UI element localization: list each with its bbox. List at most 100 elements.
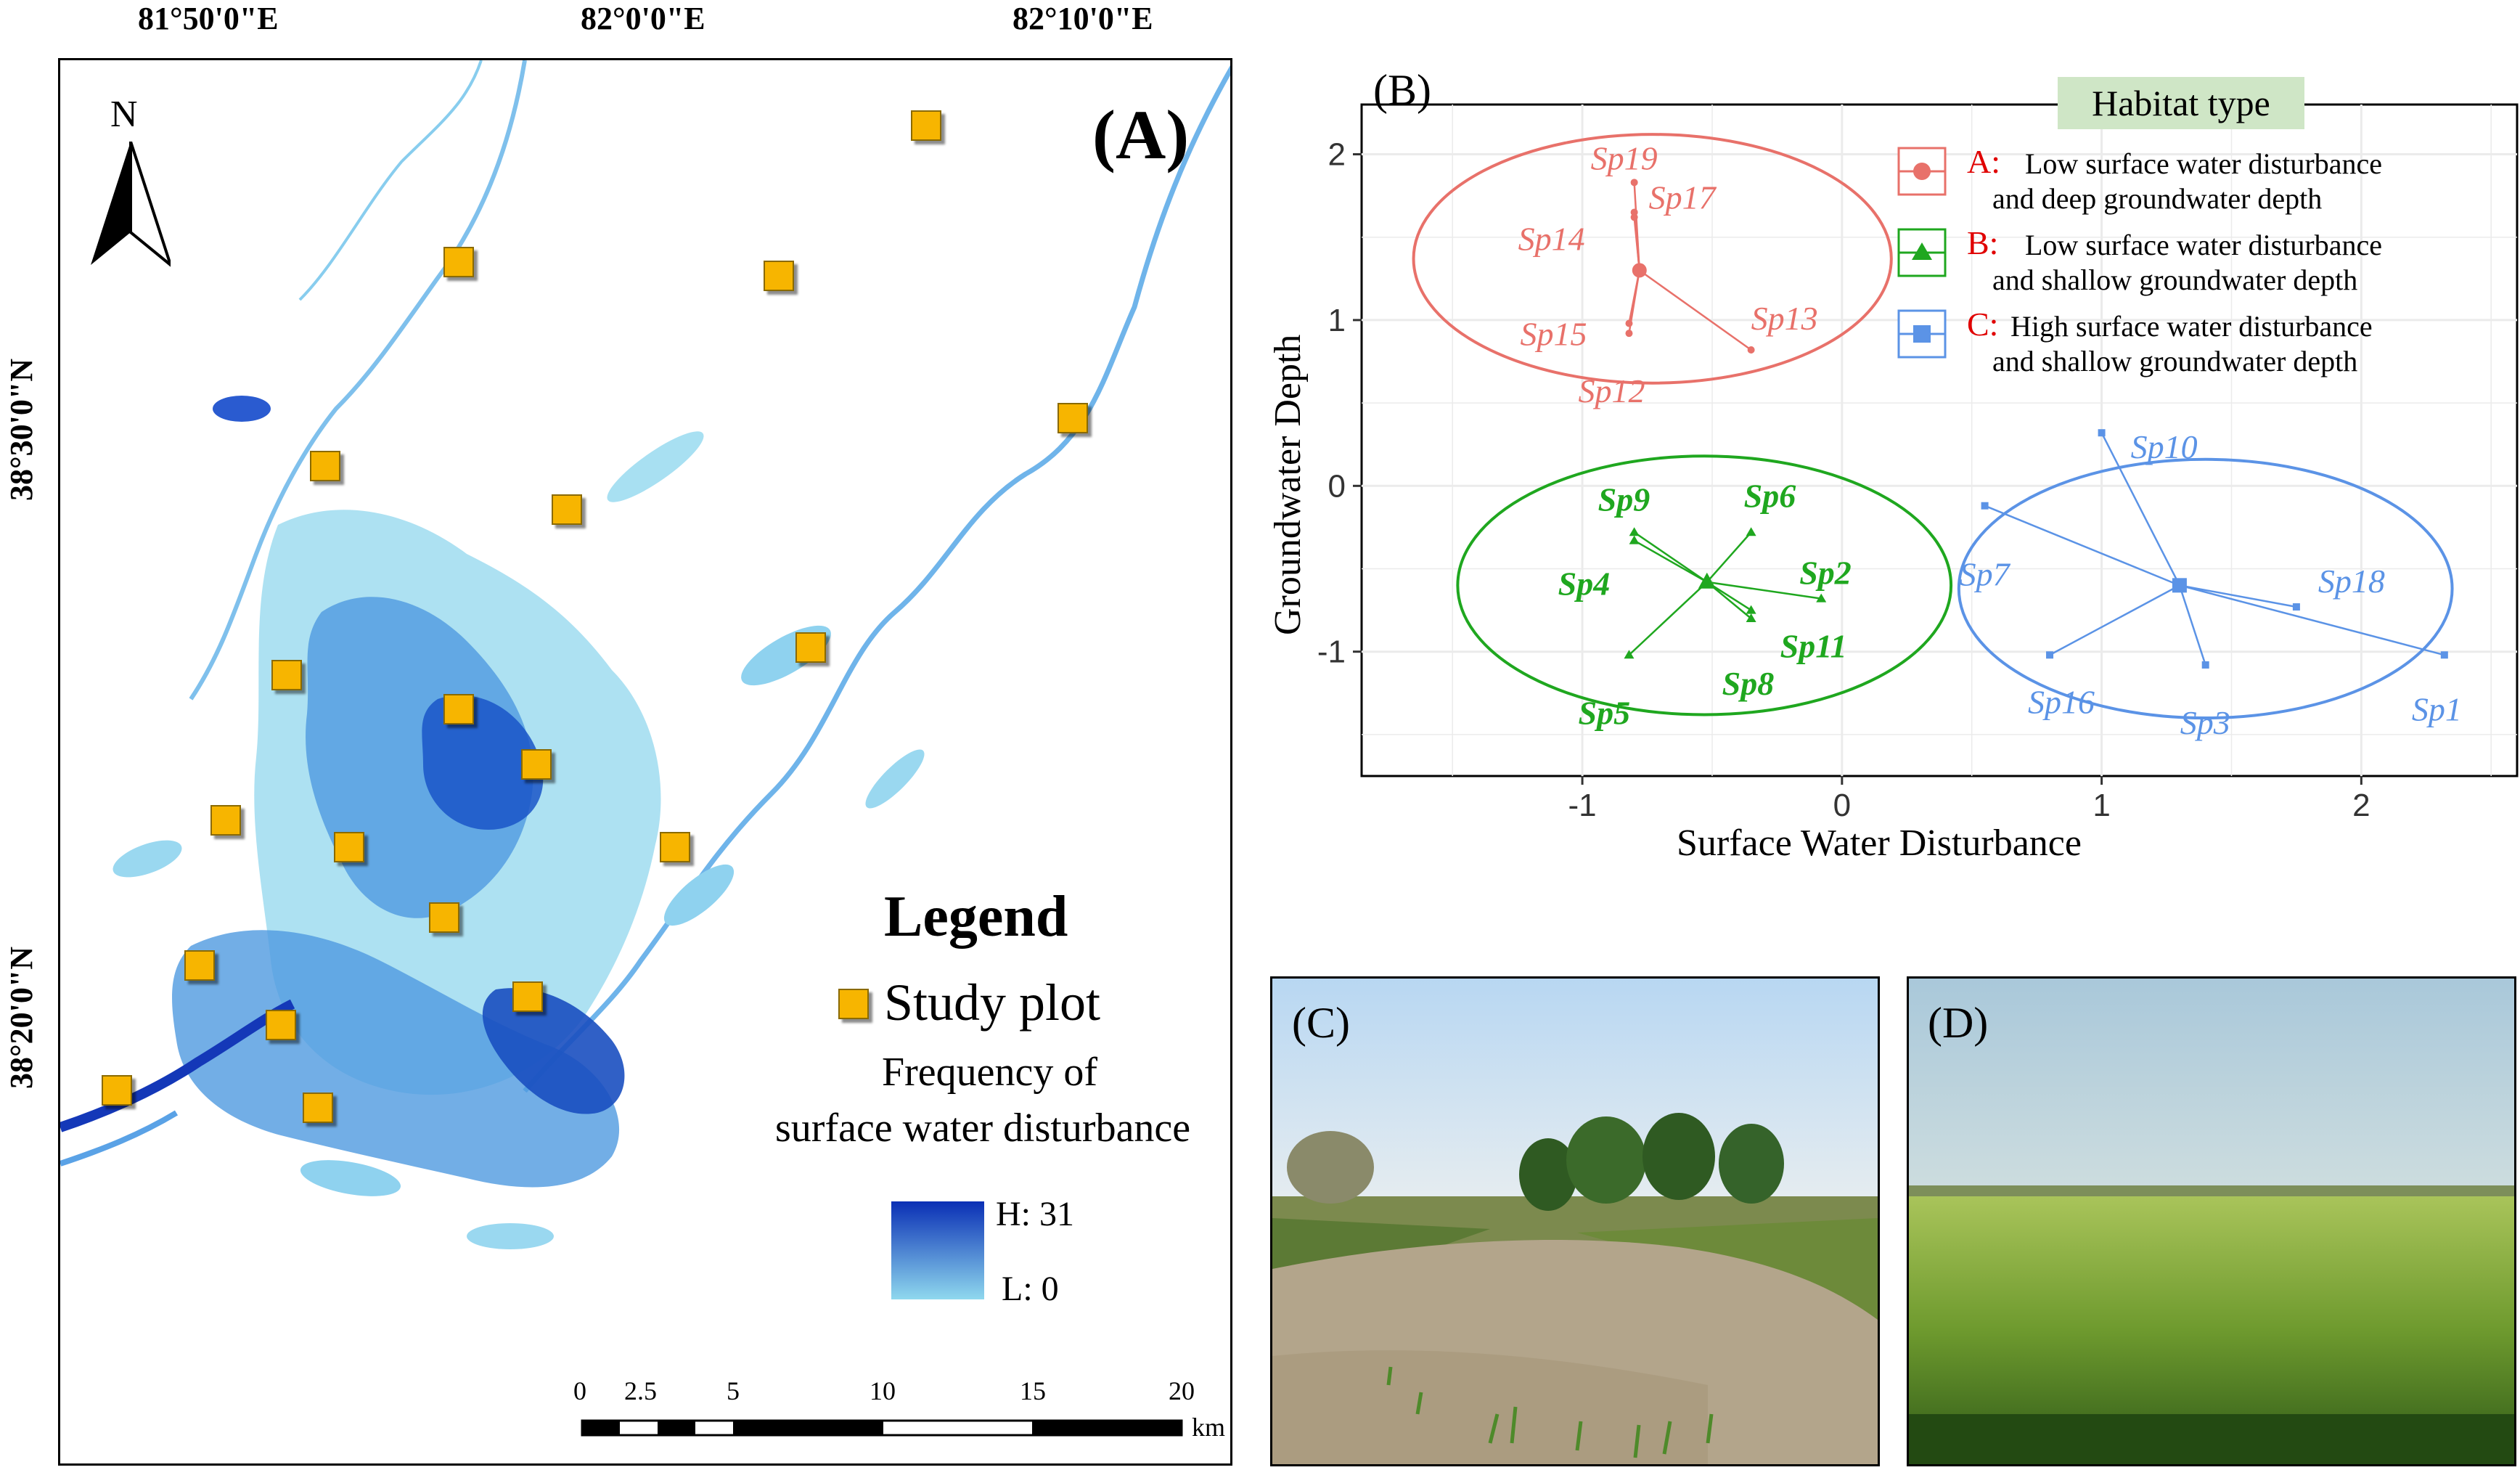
species-ray	[2179, 584, 2297, 608]
frequency-color-ramp	[891, 1201, 984, 1299]
species-point	[1625, 319, 1633, 327]
photo-c-image	[1272, 979, 1878, 1464]
map-panel	[58, 58, 1232, 1466]
legend-title: Legend	[884, 885, 1068, 949]
centroid-triangle-icon	[1698, 572, 1716, 589]
scale-bar	[581, 1419, 1183, 1437]
species-ray	[1628, 581, 1708, 656]
species-point	[1981, 502, 1989, 510]
species-label: Sp9	[1598, 481, 1650, 518]
group-ellipse-A	[1412, 133, 1893, 385]
study-plot	[660, 832, 690, 862]
centroid-circle-icon	[1632, 263, 1647, 278]
legend-c-line2: and shallow groundwater depth	[1992, 345, 2358, 377]
species-ray	[1706, 581, 1822, 600]
study-plot	[310, 451, 340, 481]
scale-tick-10: 10	[870, 1376, 896, 1405]
panel-d-label: (D)	[1928, 999, 1989, 1047]
legend-high-label: H: 31	[996, 1195, 1074, 1233]
lon-tick-2: 82°0'0"E	[581, 1, 705, 36]
scale-tick-0: 0	[573, 1376, 586, 1405]
y-tick-label: 1	[1328, 303, 1346, 338]
species-point	[2440, 651, 2448, 659]
legend-c-line1: High surface water disturbance	[2010, 310, 2373, 343]
plot-area	[1360, 103, 2519, 777]
study-plot	[911, 110, 941, 141]
study-plot	[512, 981, 543, 1012]
species-point	[1630, 179, 1638, 187]
species-label: Sp5	[1578, 694, 1630, 731]
species-point	[1746, 613, 1756, 623]
study-plot	[521, 749, 552, 780]
x-tick-label: 0	[1833, 788, 1851, 823]
study-plot	[429, 902, 459, 933]
species-label: Sp17	[1649, 179, 1717, 216]
study-plot	[334, 832, 364, 862]
circle-icon	[1913, 163, 1931, 180]
centroid-square-icon	[2172, 578, 2187, 593]
species-ray	[1639, 269, 1752, 351]
legend-a-line2: and deep groundwater depth	[1992, 182, 2323, 215]
y-tick-label: -1	[1317, 634, 1346, 670]
panel-c-label: (C)	[1292, 999, 1350, 1047]
species-point	[2292, 603, 2300, 611]
x-axis-label: Surface Water Disturbance	[1677, 822, 2082, 864]
species-point	[1816, 593, 1827, 603]
legend-b-line1: Low surface water disturbance	[2025, 229, 2382, 261]
habitat-legend-keys	[1897, 147, 1947, 359]
legend-b-line2: and shallow groundwater depth	[1992, 264, 2358, 296]
lon-tick-1: 81°50'0"E	[138, 1, 279, 36]
lat-tick-1: 38°30'0"N	[4, 358, 39, 501]
study-plot	[271, 660, 302, 690]
species-ray	[1633, 217, 1641, 271]
species-point	[2201, 661, 2209, 669]
species-ray	[2049, 584, 2180, 656]
species-label: Sp6	[1744, 477, 1796, 514]
scale-unit: km	[1192, 1413, 1226, 1442]
species-point	[2046, 651, 2054, 659]
species-label: Sp7	[1960, 556, 2011, 593]
x-tick-label: 1	[2092, 788, 2110, 823]
x-tick-label: 2	[2352, 788, 2370, 823]
study-plot	[210, 805, 241, 836]
species-label: Sp14	[1518, 220, 1585, 257]
species-label: Sp12	[1578, 372, 1645, 409]
species-point	[1629, 527, 1640, 536]
north-label: N	[110, 94, 138, 135]
group-ellipse-C	[1957, 457, 2454, 720]
legend-frequency-line2: surface water disturbance	[775, 1106, 1191, 1151]
species-point	[1746, 527, 1756, 536]
species-point	[1747, 346, 1755, 354]
triangle-icon	[1912, 242, 1932, 260]
photo-d-image	[1909, 979, 2514, 1464]
study-plot	[795, 632, 826, 663]
legend-a-key: A:	[1967, 143, 2000, 180]
group-ellipse-B	[1456, 454, 1953, 716]
species-ray	[1633, 531, 1708, 583]
scale-tick-20: 20	[1169, 1376, 1195, 1405]
study-plot	[266, 1010, 296, 1040]
legend-plot-label: Study plot	[884, 973, 1101, 1032]
species-point	[1629, 535, 1640, 544]
species-label: Sp15	[1520, 315, 1587, 352]
study-plot	[102, 1075, 132, 1106]
study-plot	[443, 247, 474, 277]
species-label: Sp10	[2131, 428, 2198, 465]
species-ray	[1984, 505, 2180, 587]
legend-c-key: C:	[1967, 306, 1999, 343]
species-label: Sp4	[1558, 565, 1611, 603]
water-frequency-map	[60, 60, 1230, 1249]
species-point	[1630, 213, 1638, 221]
legend-b-key: B:	[1967, 224, 1999, 261]
species-point	[2098, 429, 2106, 437]
species-ray	[1706, 531, 1752, 583]
species-point	[1630, 208, 1638, 216]
study-plot	[764, 261, 794, 291]
lon-tick-3: 82°10'0"E	[1012, 1, 1153, 36]
y-tick-label: 2	[1328, 137, 1346, 173]
species-label: Sp2	[1799, 555, 1852, 592]
species-label: Sp11	[1780, 628, 1847, 665]
study-plot	[184, 950, 215, 981]
lat-tick-2: 38°20'0"N	[4, 946, 39, 1089]
scale-tick-2-5: 2.5	[624, 1376, 657, 1405]
